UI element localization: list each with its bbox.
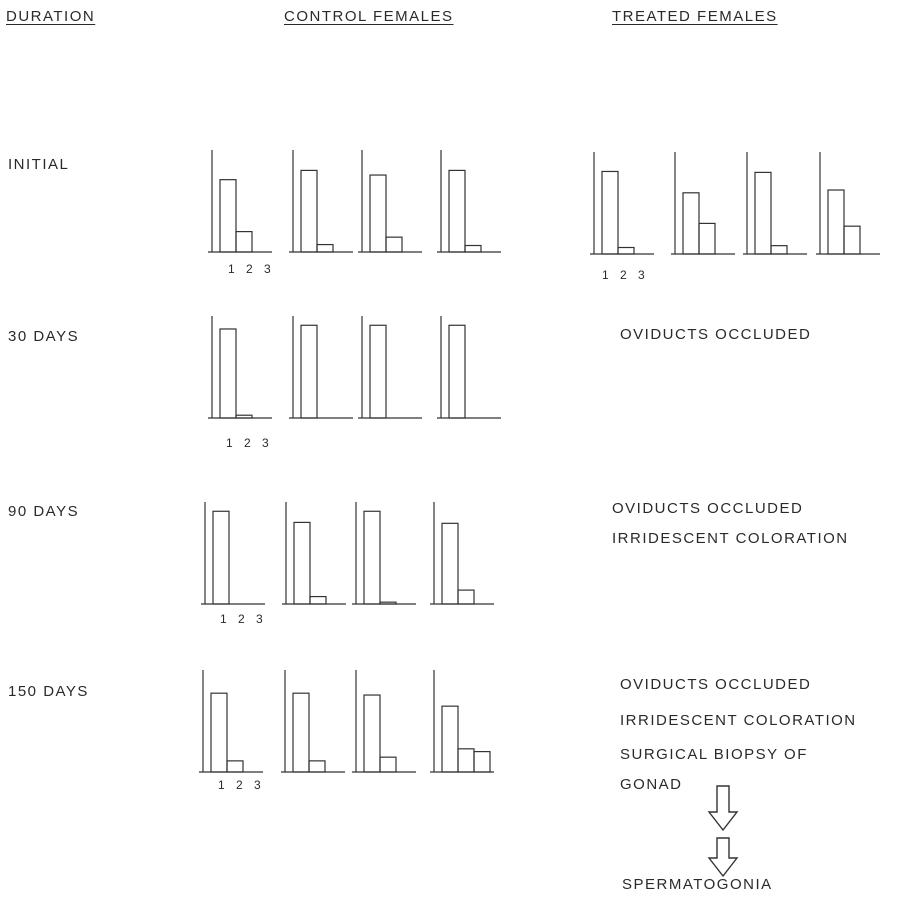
bar-category-2 xyxy=(385,236,403,253)
bar-category-1 xyxy=(448,169,466,253)
bar-category-1 xyxy=(212,510,230,605)
bar-category-1 xyxy=(827,189,845,255)
bar-category-2 xyxy=(617,246,635,255)
note-90-coloration: IRRIDESCENT COLORATION xyxy=(612,530,849,547)
duration-header: DURATION xyxy=(6,8,96,25)
bar-category-2 xyxy=(316,243,334,253)
bar-category-1 xyxy=(363,694,381,773)
note-150-gonad: GONAD xyxy=(620,776,683,793)
note-150-biopsy: SURGICAL BIOPSY OF xyxy=(620,746,808,763)
bar-category-1 xyxy=(363,510,381,605)
bar-category-1 xyxy=(441,522,459,605)
note-150-oviducts: OVIDUCTS OCCLUDED xyxy=(620,676,812,693)
note-90-oviducts: OVIDUCTS OCCLUDED xyxy=(612,500,804,517)
bar-category-1 xyxy=(210,692,228,773)
tick-labels-initial-control: 1 2 3 xyxy=(228,262,275,276)
down-arrow-icon xyxy=(707,785,739,832)
bar-category-1 xyxy=(601,170,619,255)
result-spermatogonia: SPERMATOGONIA xyxy=(622,876,773,893)
row-label-initial: INITIAL xyxy=(8,156,70,173)
bar-category-1 xyxy=(369,174,387,253)
note-30-oviducts: OVIDUCTS OCCLUDED xyxy=(620,326,812,343)
bar-category-1 xyxy=(682,192,700,255)
bar-category-1 xyxy=(219,179,237,253)
bar-category-1 xyxy=(293,521,311,605)
treated-females-header: TREATED FEMALES xyxy=(612,8,778,25)
row-label-150-days: 150 DAYS xyxy=(8,683,89,700)
bar-category-1 xyxy=(754,171,772,255)
bar-category-2 xyxy=(308,760,326,773)
bar-category-2 xyxy=(379,601,397,605)
bar-category-2 xyxy=(309,595,327,605)
bar-category-2 xyxy=(770,245,788,255)
tick-labels-150-days: 1 2 3 xyxy=(218,778,265,792)
bar-category-2 xyxy=(457,748,475,773)
bar-category-1 xyxy=(448,324,466,419)
tick-labels-90-days: 1 2 3 xyxy=(220,612,267,626)
bar-category-1 xyxy=(441,705,459,773)
bar-category-2 xyxy=(379,756,397,773)
tick-labels-initial-treated: 1 2 3 xyxy=(602,268,649,282)
bar-category-1 xyxy=(292,692,310,773)
bar-category-2 xyxy=(235,231,253,253)
row-label-30-days: 30 DAYS xyxy=(8,328,80,345)
bar-category-1 xyxy=(219,328,237,419)
note-150-coloration: IRRIDESCENT COLORATION xyxy=(620,712,857,729)
bar-category-2 xyxy=(698,222,716,255)
bar-category-1 xyxy=(300,324,318,419)
bar-category-2 xyxy=(226,760,244,773)
down-arrow-icon xyxy=(707,837,739,878)
bar-category-3 xyxy=(473,750,491,773)
bar-category-1 xyxy=(300,169,318,253)
tick-labels-30-days: 1 2 3 xyxy=(226,436,273,450)
control-females-header: CONTROL FEMALES xyxy=(284,8,454,25)
row-label-90-days: 90 DAYS xyxy=(8,503,80,520)
bar-category-2 xyxy=(464,244,482,253)
bar-category-2 xyxy=(843,225,861,255)
bar-category-1 xyxy=(369,324,387,419)
bar-category-2 xyxy=(235,414,253,419)
bar-category-2 xyxy=(457,589,475,605)
